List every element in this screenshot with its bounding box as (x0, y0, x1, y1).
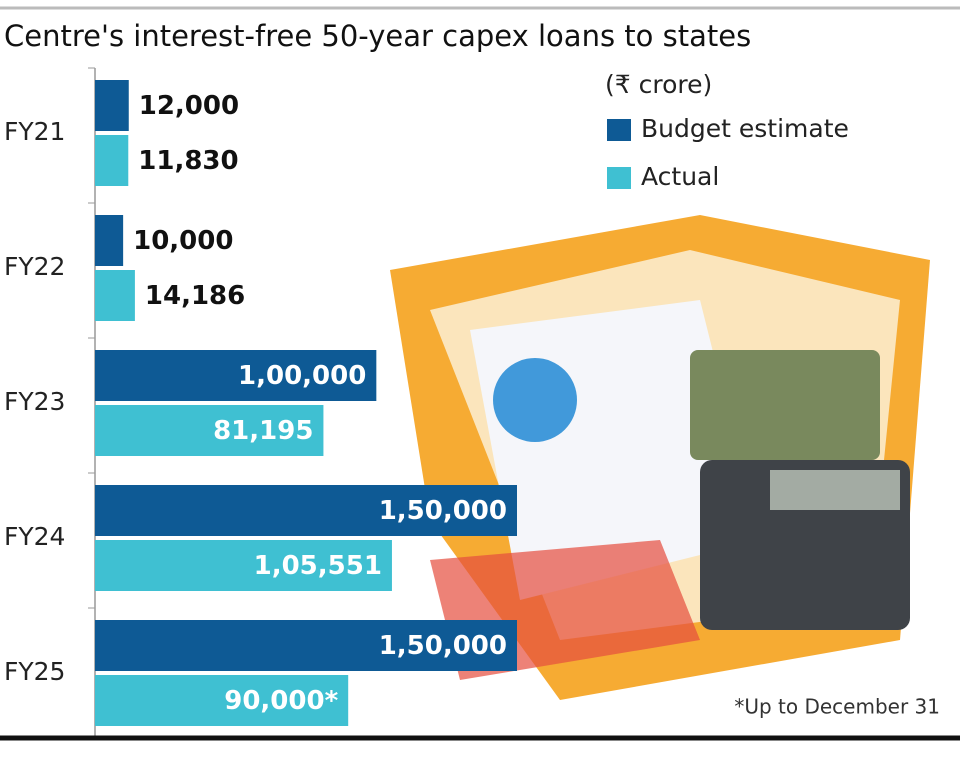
legend-swatch (607, 167, 631, 189)
legend-label: Budget estimate (641, 114, 849, 143)
value-label: 1,50,000 (379, 631, 507, 661)
category-label: FY21 (4, 117, 65, 146)
bar (95, 80, 129, 131)
legend-swatch (607, 119, 631, 141)
bar (95, 215, 124, 266)
value-label: 90,000* (224, 686, 338, 716)
bar (95, 135, 129, 186)
bar (95, 405, 324, 456)
category-label: FY24 (4, 522, 65, 551)
value-label: 1,00,000 (238, 361, 366, 391)
category-label: FY25 (4, 657, 65, 686)
bar (95, 540, 392, 591)
value-label: 1,50,000 (379, 496, 507, 526)
value-label: 81,195 (213, 416, 313, 446)
value-label: 11,830 (138, 146, 238, 176)
chart-title: Centre's interest-free 50-year capex loa… (4, 19, 751, 53)
bar (95, 620, 517, 671)
value-label: 10,000 (133, 226, 233, 256)
footnote: *Up to December 31 (734, 695, 940, 719)
bar (95, 270, 135, 321)
unit-label: (₹ crore) (605, 70, 712, 99)
value-label: 1,05,551 (254, 551, 382, 581)
value-label: 12,000 (139, 91, 239, 121)
value-label: 14,186 (145, 281, 245, 311)
category-label: FY23 (4, 387, 65, 416)
bar (95, 485, 517, 536)
bar (95, 675, 349, 726)
legend-label: Actual (641, 162, 719, 191)
bar (95, 350, 377, 401)
illustration (390, 215, 930, 700)
category-label: FY22 (4, 252, 65, 281)
